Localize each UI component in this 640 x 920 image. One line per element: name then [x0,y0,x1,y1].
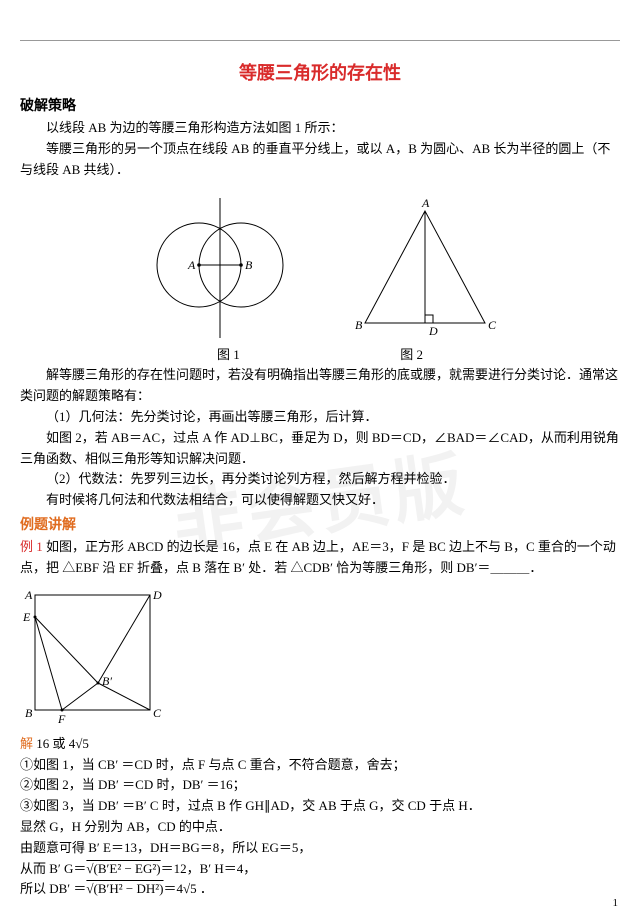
para-1: 以线段 AB 为边的等腰三角形构造方法如图 1 所示： [20,118,620,139]
para-3: 解等腰三角形的存在性问题时，若没有明确指出等腰三角形的底或腰，就需要进行分类讨论… [20,365,620,407]
step-6-post: ＝12，B′ H＝4， [161,861,257,876]
para-7: 有时候将几何法和代数法相结合，可以使得解题又快又好． [20,490,620,511]
para-6: （2）代数法：先罗列三边长，再分类讨论列方程，然后解方程并检验． [20,469,620,490]
svg-text:F: F [57,712,66,725]
step-7-sqrt: √(B′H² − DH²) [86,881,163,896]
examples-heading: 例题讲解 [20,515,620,537]
svg-text:A: A [24,588,33,602]
para-4: （1）几何法：先分类讨论，再画出等腰三角形，后计算． [20,407,620,428]
para-5: 如图 2，若 AB＝AC，过点 A 作 AD⊥BC，垂足为 D，则 BD＝CD，… [20,428,620,470]
para-2: 等腰三角形的另一个顶点在线段 AB 的垂直平分线上，或以 A，B 为圆心、AB … [20,139,620,181]
step-4: 显然 G，H 分别为 AB，CD 的中点． [20,817,620,838]
svg-text:D: D [428,324,438,338]
svg-text:A: A [187,258,196,272]
step-7-pre: 所以 DB′ ＝ [20,881,86,896]
step-5: 由题意可得 B′ E＝13，DH＝BG＝8，所以 EG＝5， [20,838,620,859]
figure-1: A B [135,193,305,343]
step-7-post: ＝4√5 ． [164,881,213,896]
ex1-text: 如图，正方形 ABCD 的边长是 16，点 E 在 AB 边上，AE＝3，F 是… [20,539,616,575]
ex1-label: 例 1 [20,539,43,554]
svg-text:B: B [355,318,363,332]
figure-labels: 图 1 图 2 [20,345,620,366]
svg-text:C: C [488,318,497,332]
example-1: 例 1 如图，正方形 ABCD 的边长是 16，点 E 在 AB 边上，AE＝3… [20,537,620,579]
svg-text:B: B [25,706,33,720]
figure-2: A B C D [345,193,505,343]
svg-text:E: E [22,610,31,624]
page-title: 等腰三角形的存在性 [20,59,620,88]
step-7: 所以 DB′ ＝√(B′H² − DH²)＝4√5 ． [20,879,620,900]
step-6-pre: 从而 B′ G＝ [20,861,86,876]
ans-text: 16 或 4√5 [33,736,89,751]
top-rule [20,40,620,41]
step-3: ③如图 3，当 DB′ ＝B′ C 时，过点 B 作 GH∥AD，交 AB 于点… [20,796,620,817]
strategy-heading: 破解策略 [20,96,620,118]
page-number: 1 [613,895,619,913]
svg-text:D: D [152,588,162,602]
step-6: 从而 B′ G＝√(B′E² − EG²)＝12，B′ H＝4， [20,859,620,880]
step-2: ②如图 2，当 DB′ ＝CD 时，DB′ ＝16； [20,775,620,796]
step-6-sqrt: √(B′E² − EG²) [86,861,160,876]
fig1-label: 图 1 [138,345,318,366]
svg-text:B: B [245,258,253,272]
step-1: ①如图 1，当 CB′ ＝CD 时，点 F 与点 C 重合，不符合题意，舍去； [20,755,620,776]
svg-text:A: A [421,196,430,210]
answer-line: 解 16 或 4√5 [20,734,620,755]
ans-label: 解 [20,736,33,751]
figures-row: A B A B C D [20,193,620,343]
figure-3: A D B C E F B′ [20,585,620,732]
fig2-label: 图 2 [322,345,502,366]
svg-text:C: C [153,706,162,720]
